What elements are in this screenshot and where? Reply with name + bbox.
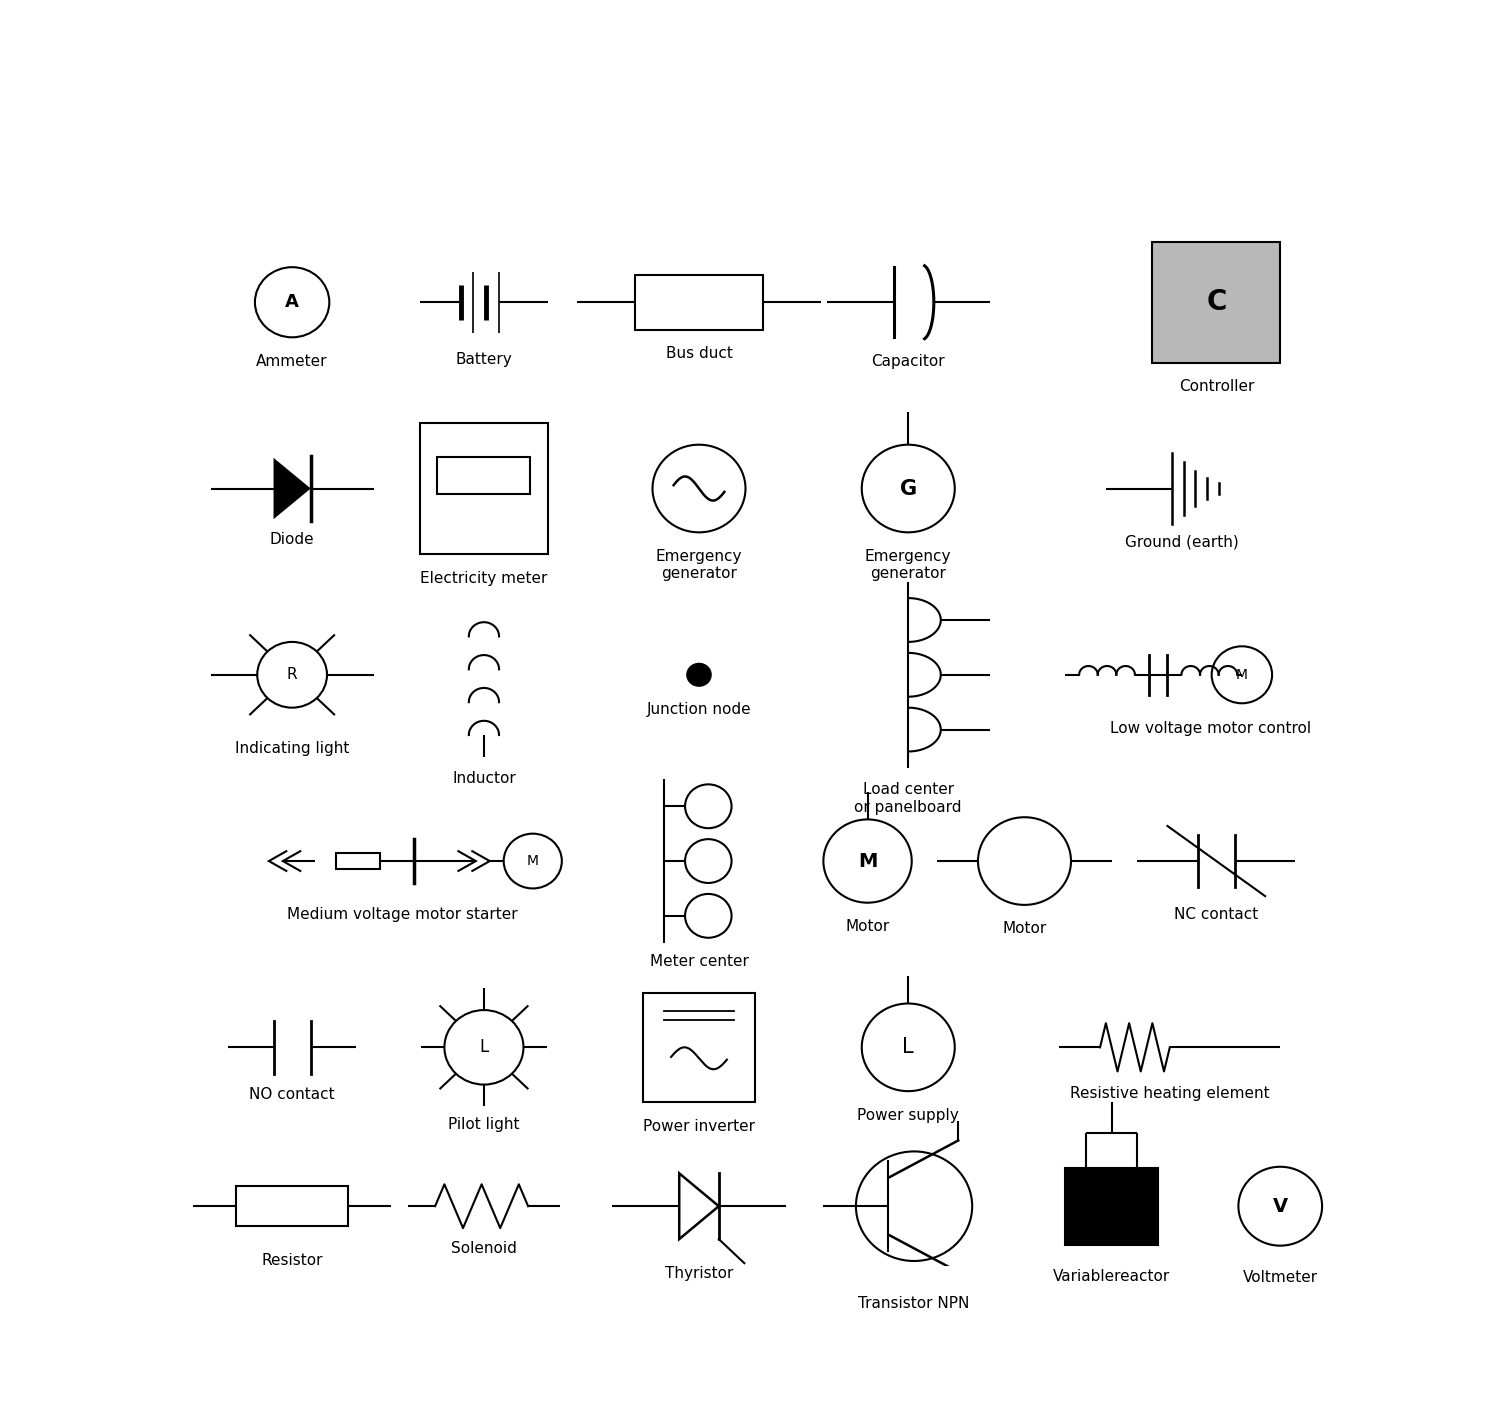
Text: Variablereactor: Variablereactor bbox=[1053, 1269, 1170, 1284]
Text: Emergency
generator: Emergency generator bbox=[865, 549, 951, 581]
Text: R: R bbox=[286, 667, 297, 682]
Bar bbox=[1065, 1168, 1158, 1245]
Text: L: L bbox=[903, 1037, 914, 1057]
Text: Junction node: Junction node bbox=[646, 702, 752, 717]
Text: Pilot light: Pilot light bbox=[448, 1117, 519, 1133]
Text: Resistor: Resistor bbox=[261, 1254, 322, 1268]
Text: Voltmeter: Voltmeter bbox=[1242, 1269, 1318, 1285]
Bar bbox=[237, 1187, 348, 1227]
Text: Battery: Battery bbox=[456, 351, 513, 367]
Text: Motor: Motor bbox=[846, 919, 889, 933]
Text: C: C bbox=[1206, 289, 1227, 316]
Text: Indicating light: Indicating light bbox=[236, 740, 350, 756]
Text: Power inverter: Power inverter bbox=[644, 1118, 754, 1134]
Polygon shape bbox=[273, 458, 310, 519]
Text: L: L bbox=[480, 1039, 489, 1056]
Text: Power supply: Power supply bbox=[858, 1107, 958, 1123]
Text: Low voltage motor control: Low voltage motor control bbox=[1110, 721, 1311, 736]
Text: V: V bbox=[1272, 1197, 1288, 1215]
Text: Controller: Controller bbox=[1179, 379, 1254, 394]
Text: A: A bbox=[285, 293, 298, 312]
Bar bbox=[438, 457, 531, 494]
Text: Thyristor: Thyristor bbox=[664, 1266, 734, 1282]
Text: NO contact: NO contact bbox=[249, 1087, 334, 1101]
Text: Diode: Diode bbox=[270, 532, 315, 548]
Bar bbox=[1152, 242, 1280, 363]
Text: Meter center: Meter center bbox=[650, 955, 748, 969]
Text: NC contact: NC contact bbox=[1174, 906, 1258, 922]
Text: M: M bbox=[526, 854, 538, 868]
Circle shape bbox=[686, 663, 712, 687]
Text: Emergency
generator: Emergency generator bbox=[656, 549, 742, 581]
Bar bbox=[336, 854, 381, 868]
Text: M: M bbox=[1236, 667, 1248, 682]
Text: Capacitor: Capacitor bbox=[871, 354, 945, 369]
Text: Resistive heating element: Resistive heating element bbox=[1070, 1086, 1269, 1100]
Text: Medium voltage motor starter: Medium voltage motor starter bbox=[288, 906, 518, 922]
Text: Bus duct: Bus duct bbox=[666, 346, 732, 361]
Text: M: M bbox=[858, 851, 877, 871]
Text: Electricity meter: Electricity meter bbox=[420, 571, 548, 586]
Bar bbox=[420, 423, 548, 555]
Text: Ground (earth): Ground (earth) bbox=[1125, 535, 1239, 549]
Bar bbox=[634, 275, 764, 330]
Bar bbox=[644, 993, 754, 1101]
Text: Solenoid: Solenoid bbox=[452, 1241, 518, 1257]
Text: Inductor: Inductor bbox=[452, 771, 516, 787]
Text: Motor: Motor bbox=[1002, 921, 1047, 936]
Text: Load center
or panelboard: Load center or panelboard bbox=[855, 783, 962, 814]
Text: G: G bbox=[900, 478, 916, 498]
Text: Ammeter: Ammeter bbox=[256, 354, 328, 369]
Text: Transistor NPN: Transistor NPN bbox=[858, 1296, 969, 1311]
